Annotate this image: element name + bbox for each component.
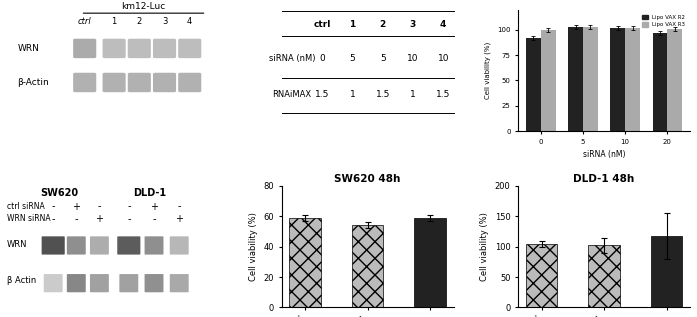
Text: ctrl: ctrl: [78, 17, 91, 26]
Text: -: -: [75, 214, 78, 224]
Text: 3: 3: [162, 17, 167, 26]
Text: RNAiMAX: RNAiMAX: [273, 90, 312, 99]
Text: 5: 5: [350, 54, 355, 63]
Text: 10: 10: [438, 54, 449, 63]
Bar: [526, 38, 541, 131]
Bar: [651, 236, 682, 307]
Text: 5: 5: [380, 54, 385, 63]
Bar: [352, 225, 383, 307]
FancyBboxPatch shape: [144, 274, 164, 292]
Bar: [541, 30, 556, 131]
Bar: [415, 218, 445, 307]
Text: 10: 10: [407, 54, 419, 63]
Text: 3: 3: [410, 20, 416, 29]
Text: -: -: [98, 202, 101, 211]
Text: 1: 1: [349, 20, 355, 29]
Text: 1: 1: [410, 90, 416, 99]
Text: ctrl siRNA: ctrl siRNA: [7, 202, 45, 211]
Text: β-Actin: β-Actin: [17, 78, 49, 87]
FancyBboxPatch shape: [153, 39, 176, 58]
Text: β Actin: β Actin: [7, 276, 36, 285]
Text: 4: 4: [440, 20, 446, 29]
Text: -: -: [127, 202, 130, 211]
Bar: [611, 28, 625, 131]
Text: 1.5: 1.5: [315, 90, 330, 99]
Bar: [568, 27, 583, 131]
Text: -: -: [152, 214, 155, 224]
FancyBboxPatch shape: [44, 274, 63, 292]
Text: km12-Luc: km12-Luc: [121, 2, 166, 11]
Bar: [625, 28, 640, 131]
Text: 2: 2: [380, 20, 386, 29]
FancyBboxPatch shape: [170, 236, 189, 255]
Text: -: -: [178, 202, 181, 211]
Text: WRN: WRN: [7, 240, 27, 249]
FancyBboxPatch shape: [42, 236, 65, 255]
Bar: [583, 27, 598, 131]
Bar: [289, 218, 321, 307]
FancyBboxPatch shape: [117, 236, 140, 255]
FancyBboxPatch shape: [90, 236, 109, 255]
Text: 1: 1: [350, 90, 355, 99]
Bar: [652, 33, 668, 131]
Y-axis label: Cell viability (%): Cell viability (%): [249, 212, 258, 281]
Text: WRN: WRN: [17, 44, 39, 53]
Text: -: -: [52, 214, 55, 224]
FancyBboxPatch shape: [67, 236, 86, 255]
Y-axis label: Cell viability (%): Cell viability (%): [485, 42, 491, 99]
Text: WRN siRNA: WRN siRNA: [7, 214, 51, 223]
Text: +: +: [72, 202, 80, 211]
FancyBboxPatch shape: [102, 39, 125, 58]
FancyBboxPatch shape: [144, 236, 164, 255]
Text: 4: 4: [187, 17, 192, 26]
X-axis label: siRNA (nM): siRNA (nM): [583, 150, 625, 159]
Bar: [668, 29, 682, 131]
Bar: [588, 245, 620, 307]
Text: -: -: [127, 214, 130, 224]
Text: +: +: [150, 202, 158, 211]
FancyBboxPatch shape: [178, 73, 201, 92]
FancyBboxPatch shape: [102, 73, 125, 92]
FancyBboxPatch shape: [153, 73, 176, 92]
Text: ctrl: ctrl: [314, 20, 331, 29]
Text: 0: 0: [319, 54, 325, 63]
Text: +: +: [95, 214, 103, 224]
Text: siRNA (nM): siRNA (nM): [269, 54, 315, 63]
FancyBboxPatch shape: [67, 274, 86, 292]
FancyBboxPatch shape: [128, 39, 151, 58]
Text: 1.5: 1.5: [436, 90, 450, 99]
Title: DLD-1 48h: DLD-1 48h: [574, 174, 635, 184]
FancyBboxPatch shape: [178, 39, 201, 58]
Text: SW620: SW620: [40, 188, 79, 198]
Text: +: +: [175, 214, 183, 224]
FancyBboxPatch shape: [73, 39, 96, 58]
FancyBboxPatch shape: [128, 73, 151, 92]
Y-axis label: Cell viability (%): Cell viability (%): [480, 212, 489, 281]
Text: DLD-1: DLD-1: [133, 188, 167, 198]
Text: -: -: [52, 202, 55, 211]
FancyBboxPatch shape: [170, 274, 189, 292]
FancyBboxPatch shape: [73, 73, 96, 92]
Title: SW620 48h: SW620 48h: [335, 174, 401, 184]
FancyBboxPatch shape: [90, 274, 109, 292]
Text: 1.5: 1.5: [376, 90, 390, 99]
Text: 2: 2: [137, 17, 142, 26]
FancyBboxPatch shape: [119, 274, 138, 292]
Text: 1: 1: [112, 17, 116, 26]
Bar: [526, 244, 557, 307]
Legend: Lipo VAX R2, Lipo VAX R3: Lipo VAX R2, Lipo VAX R3: [640, 12, 687, 29]
